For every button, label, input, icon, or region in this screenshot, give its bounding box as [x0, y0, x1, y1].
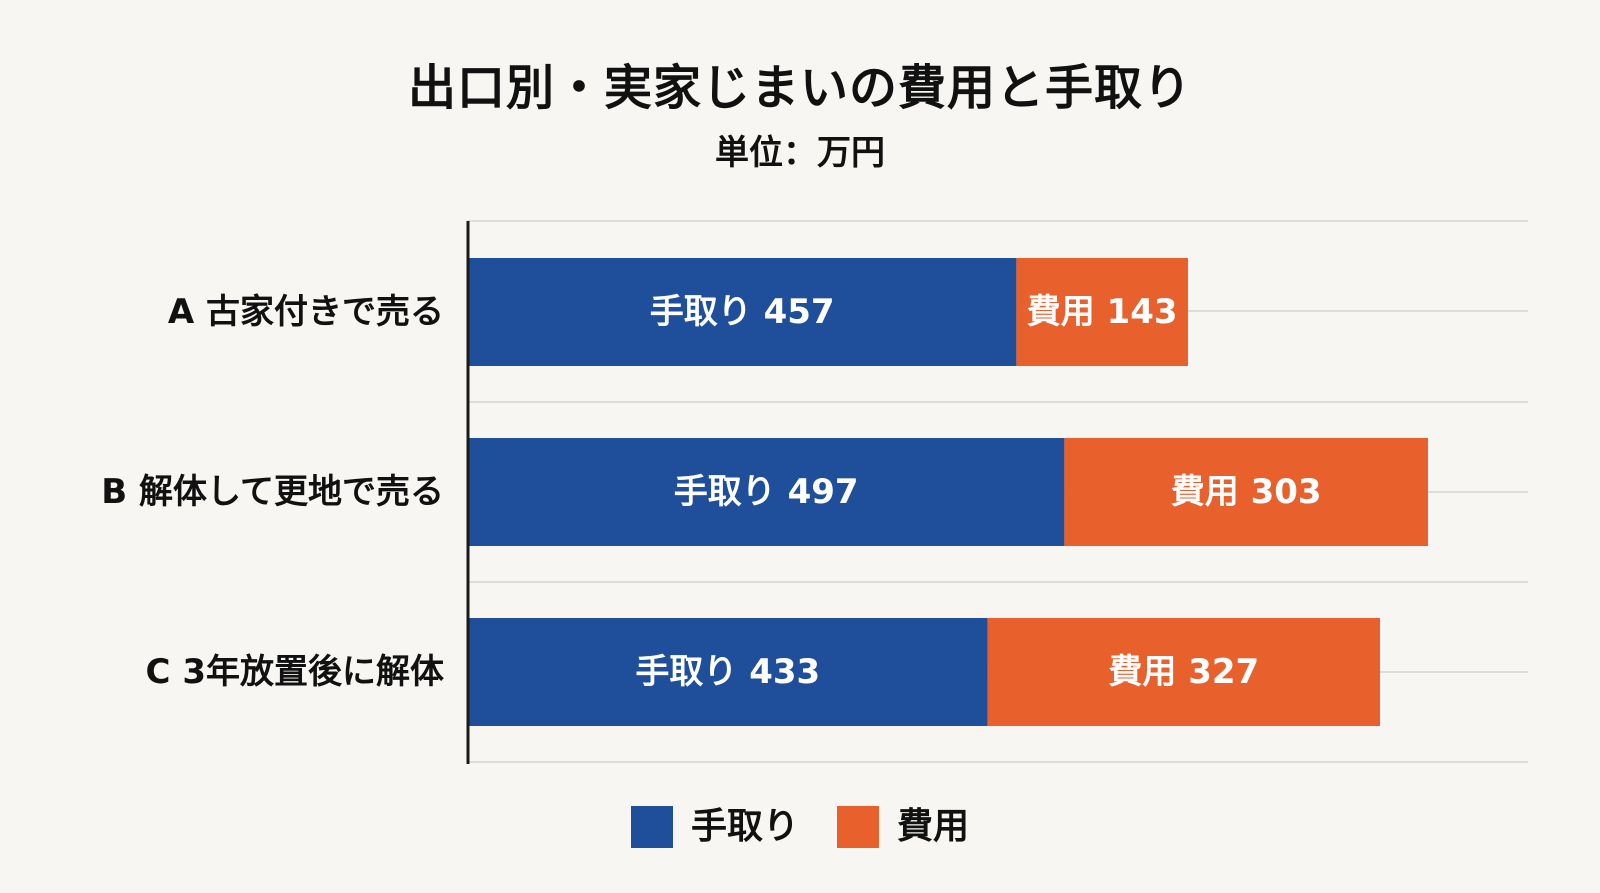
legend-item-takehome: 手取り	[630, 806, 799, 848]
data-label-takehome-1: 手取り 497	[674, 472, 859, 512]
legend-swatch-cost	[837, 806, 879, 848]
data-label-cost-2: 費用 327	[1108, 652, 1259, 692]
legend: 手取り 費用	[0, 806, 1600, 848]
bar-segment-takehome-0	[468, 258, 1017, 366]
bar-segment-cost-0	[1016, 258, 1188, 366]
legend-label-cost: 費用	[897, 806, 970, 847]
legend-item-cost: 費用	[837, 806, 969, 848]
bar-segment-cost-1	[1064, 438, 1428, 546]
chart-subtitle: 単位：万円	[715, 133, 885, 173]
data-label-cost-1: 費用 303	[1171, 472, 1322, 512]
category-label-1: B 解体して更地で売る	[101, 472, 444, 512]
bar-segment-takehome-1	[468, 438, 1065, 546]
bar-segment-takehome-2	[468, 618, 988, 726]
data-label-takehome-0: 手取り 457	[650, 292, 835, 332]
legend-label-takehome: 手取り	[690, 806, 799, 847]
legend-swatch-takehome	[630, 806, 673, 848]
chart-title: 出口別・実家じまいの費用と手取り	[407, 60, 1192, 116]
data-label-cost-0: 費用 143	[1027, 292, 1178, 332]
data-label-takehome-2: 手取り 433	[635, 652, 820, 692]
bar-segment-cost-2	[987, 618, 1380, 726]
category-label-2: C 3年放置後に解体	[146, 652, 444, 692]
category-label-0: A 古家付きで売る	[168, 292, 444, 332]
